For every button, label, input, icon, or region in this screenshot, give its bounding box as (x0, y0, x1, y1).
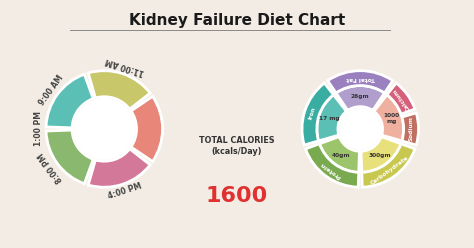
Wedge shape (88, 71, 150, 109)
Text: 9:00 AM: 9:00 AM (37, 73, 65, 107)
Text: 26gm: 26gm (351, 93, 370, 99)
Text: Kidney Failure Diet Chart: Kidney Failure Diet Chart (129, 13, 345, 28)
Text: Iron: Iron (308, 106, 316, 120)
Text: Total Fat: Total Fat (346, 76, 374, 81)
Wedge shape (336, 86, 384, 110)
Text: 4:00 PM: 4:00 PM (107, 182, 143, 201)
Wedge shape (319, 137, 359, 172)
Wedge shape (317, 95, 346, 141)
Wedge shape (402, 113, 419, 145)
Wedge shape (328, 71, 393, 93)
Wedge shape (387, 83, 415, 114)
Text: Protein: Protein (319, 161, 342, 179)
Wedge shape (46, 74, 93, 128)
Wedge shape (374, 95, 404, 141)
Wedge shape (46, 130, 93, 184)
Text: 1:00 PM: 1:00 PM (34, 111, 43, 147)
Text: 17 mg: 17 mg (319, 116, 339, 121)
Text: 1600: 1600 (206, 186, 268, 206)
Wedge shape (302, 83, 334, 145)
Text: 11:00 AM: 11:00 AM (104, 56, 145, 77)
Text: 1000
mg: 1000 mg (383, 113, 400, 124)
Text: 8:00 PM: 8:00 PM (37, 151, 65, 185)
Text: 40gm: 40gm (332, 153, 350, 158)
Text: Calcium: Calcium (392, 87, 411, 111)
Wedge shape (362, 144, 415, 187)
Text: 300gm: 300gm (368, 153, 391, 158)
Wedge shape (305, 144, 359, 187)
Wedge shape (88, 149, 150, 187)
Text: Sodium: Sodium (409, 117, 414, 141)
Text: TOTAL CALORIES
(kcals/Day): TOTAL CALORIES (kcals/Day) (199, 136, 275, 156)
Wedge shape (361, 137, 401, 172)
Circle shape (340, 109, 381, 149)
Circle shape (74, 99, 135, 159)
Text: Carbohydrate: Carbohydrate (370, 155, 410, 186)
Wedge shape (131, 96, 163, 161)
